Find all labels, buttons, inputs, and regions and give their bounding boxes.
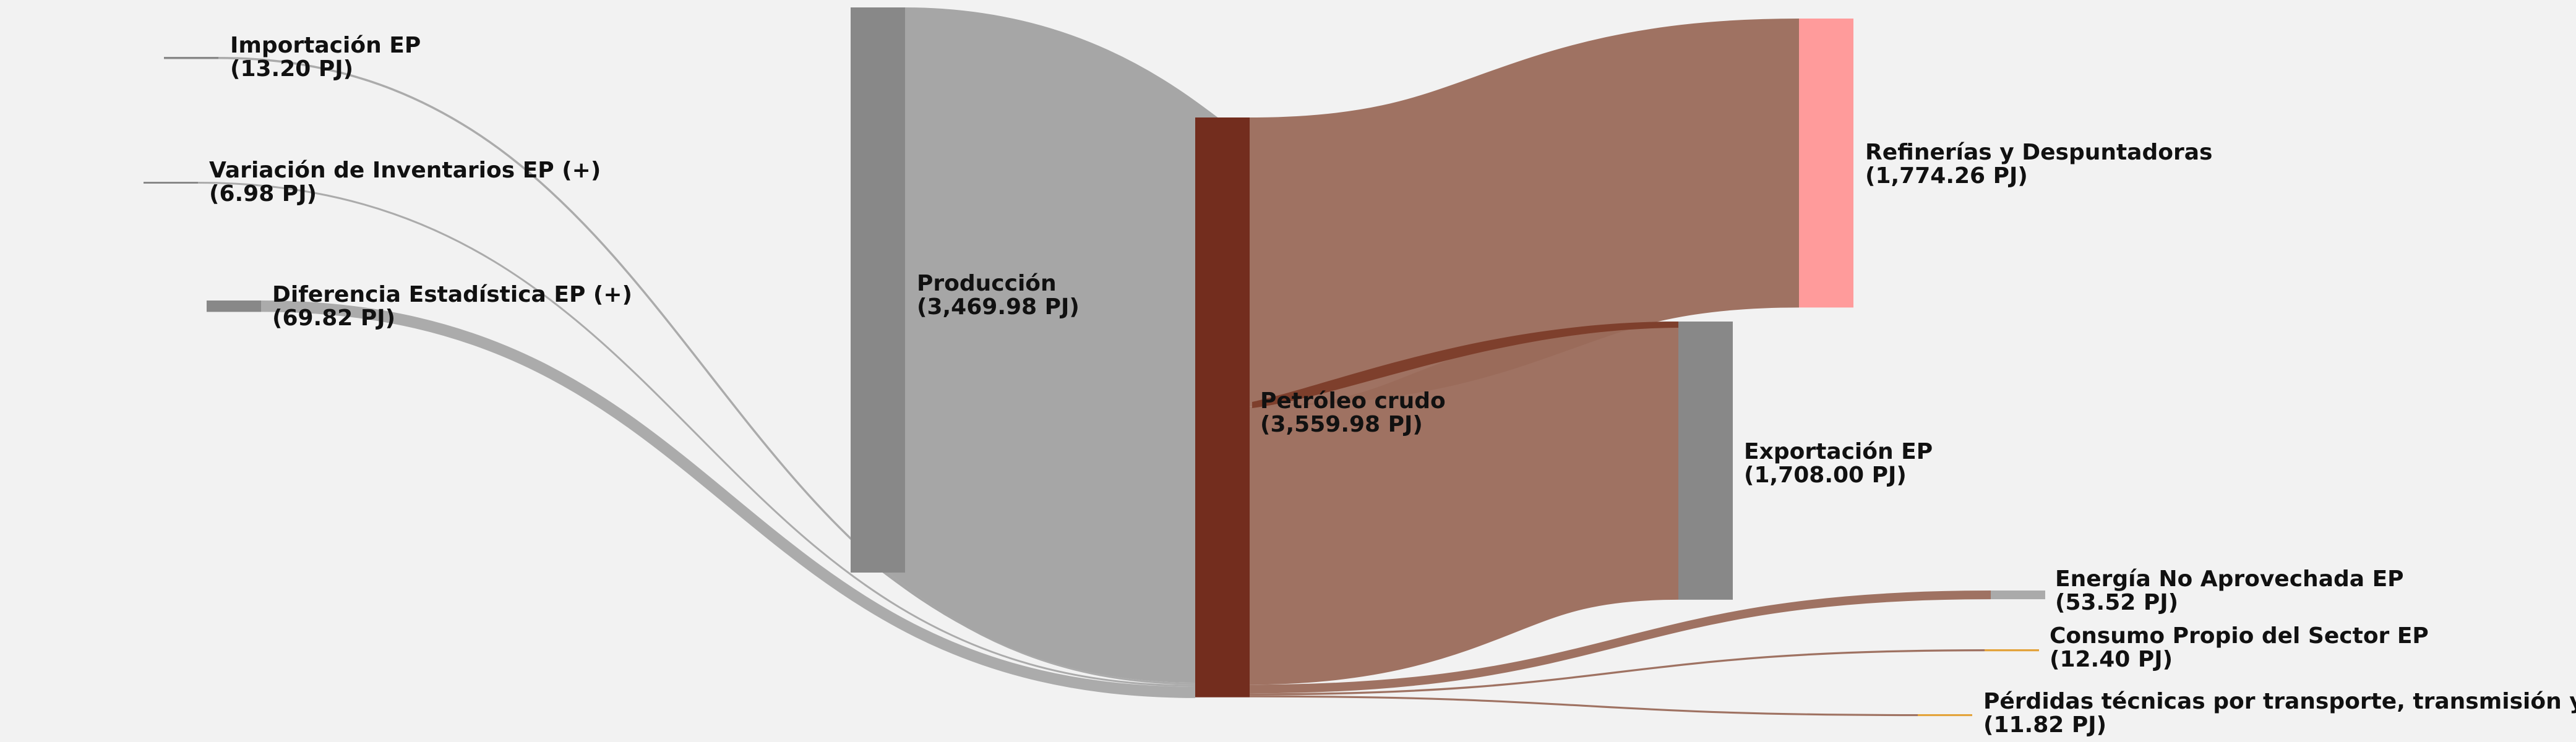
- node-refinerias: [1799, 19, 1853, 308]
- label-petroleo-value: (3,559.98 PJ): [1260, 412, 1423, 437]
- label-importacion-name: Importación EP: [230, 33, 421, 58]
- node-consumo: [1985, 649, 2039, 652]
- label-consumo-name: Consumo Propio del Sector EP: [2050, 623, 2429, 649]
- link-petroleo-to-noaprovechada: [1249, 591, 1991, 694]
- node-produccion: [851, 7, 905, 573]
- link-diferencia-to-petroleo: [260, 300, 1196, 698]
- node-petroleo: [1195, 117, 1250, 697]
- label-petroleo-name: Petróleo crudo: [1260, 388, 1446, 414]
- link-variacion-to-petroleo: [197, 182, 1196, 687]
- node-perdidas: [1918, 714, 1972, 717]
- link-accent-band: [1252, 322, 1678, 408]
- label-importacion-value: (13.20 PJ): [230, 56, 353, 82]
- label-consumo-value: (12.40 PJ): [2050, 647, 2173, 672]
- label-noaprovechada-name: Energía No Aprovechada EP: [2055, 566, 2404, 592]
- label-exportacion-value: (1,708.00 PJ): [1744, 463, 1907, 488]
- node-importacion: [164, 57, 218, 59]
- labels-group: Importación EP(13.20 PJ) Variación de Inv…: [209, 33, 2576, 738]
- node-exportacion: [1678, 322, 1733, 600]
- label-refinerias-name: Refinerías y Despuntadoras: [1865, 140, 2212, 165]
- label-refinerias-value: (1,774.26 PJ): [1865, 163, 2028, 189]
- label-perdidas-name: Pérdidas técnicas por transporte, transm…: [1983, 689, 2576, 714]
- label-variacion-name: Variación de Inventarios EP (+): [209, 158, 601, 183]
- label-noaprovechada-value: (53.52 PJ): [2055, 590, 2178, 615]
- label-diferencia-value: (69.82 PJ): [272, 305, 395, 331]
- link-importacion-to-petroleo: [218, 56, 1196, 685]
- links-group: [197, 7, 1991, 717]
- node-variacion: [144, 182, 198, 184]
- link-petroleo-to-refinerias: [1248, 19, 1800, 407]
- label-diferencia-name: Diferencia Estadística EP (+): [272, 282, 632, 307]
- nodes-group: [144, 7, 2045, 717]
- label-variacion-value: (6.98 PJ): [209, 181, 317, 207]
- node-diferencia: [207, 301, 261, 312]
- link-produccion-to-petroleo: [861, 7, 1240, 683]
- node-noaprovechada: [1991, 591, 2045, 600]
- label-produccion-name: Producción: [917, 271, 1057, 296]
- label-perdidas-value: (11.82 PJ): [1983, 712, 2106, 738]
- link-petroleo-to-exportacion: [1248, 322, 1680, 685]
- link-petroleo-to-consumo: [1249, 649, 1985, 696]
- label-produccion-value: (3,469.98 PJ): [917, 294, 1080, 320]
- link-petroleo-to-perdidas: [1249, 695, 1918, 717]
- label-exportacion-name: Exportación EP: [1744, 439, 1933, 464]
